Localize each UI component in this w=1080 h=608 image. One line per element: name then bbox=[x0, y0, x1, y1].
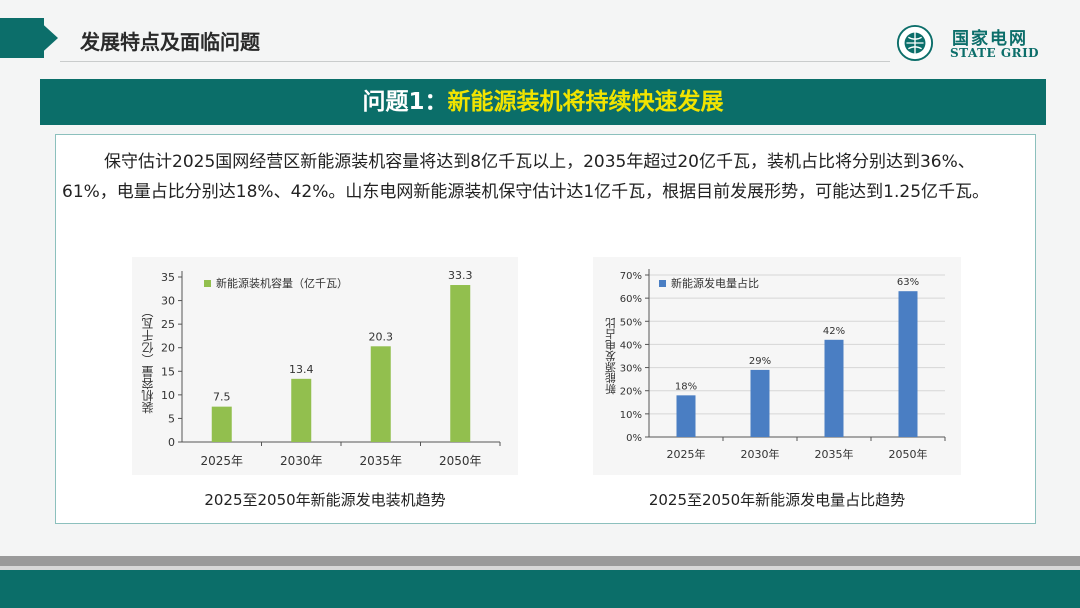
share-chart-caption: 2025至2050年新能源发电量占比趋势 bbox=[648, 491, 906, 509]
data-label: 29% bbox=[749, 356, 771, 367]
y-tick-label: 60% bbox=[620, 294, 642, 305]
x-tick-label: 2025年 bbox=[200, 454, 243, 468]
x-tick-label: 2025年 bbox=[667, 447, 706, 461]
bar bbox=[898, 291, 918, 437]
bar bbox=[824, 339, 844, 437]
footer-stripe-light bbox=[0, 566, 1080, 570]
bar bbox=[450, 285, 471, 442]
data-label: 18% bbox=[675, 381, 697, 392]
state-grid-globe-icon bbox=[896, 24, 934, 62]
y-tick-label: 30 bbox=[161, 295, 175, 308]
legend-swatch bbox=[204, 280, 211, 287]
y-tick-label: 0 bbox=[168, 436, 175, 449]
logo-name-cn: 国家电网 bbox=[952, 29, 1028, 49]
header-divider bbox=[60, 61, 890, 62]
y-tick-label: 10% bbox=[620, 410, 642, 421]
data-label: 13.4 bbox=[289, 363, 314, 376]
bar bbox=[291, 378, 312, 442]
x-tick-label: 2050年 bbox=[889, 447, 928, 461]
data-label: 42% bbox=[823, 326, 845, 337]
logo-name-en: STATE GRID bbox=[950, 46, 1040, 60]
capacity-bar-chart: 0 5 10 15 20 25 30 35 7.5 2025年 13.4 2030年 20.3 2035年… bbox=[132, 257, 518, 475]
y-tick-label: 20% bbox=[620, 387, 642, 398]
y-tick-label: 15 bbox=[161, 365, 175, 378]
data-label: 7.5 bbox=[213, 391, 231, 404]
y-tick-label: 50% bbox=[620, 317, 642, 328]
x-tick-label: 2035年 bbox=[815, 447, 854, 461]
page-title: 发展特点及面临问题 bbox=[80, 30, 260, 54]
y-tick-label: 25 bbox=[161, 318, 175, 331]
share-bar-chart: 0% 10% 20% 30% 40% 50% 60% 70% 18% 2025年 29% 2030年 4… bbox=[593, 257, 961, 475]
y-tick-label: 30% bbox=[620, 364, 642, 375]
data-label: 20.3 bbox=[369, 330, 394, 343]
legend-label: 新能源发电量占比 bbox=[671, 276, 759, 290]
summary-paragraph: 保守估计2025国网经营区新能源装机容量将达到8亿千瓦以上，2035年超过20亿… bbox=[62, 152, 990, 202]
state-grid-logo: 国家电网 STATE GRID bbox=[896, 22, 1056, 66]
y-axis-title: 新能源发电占比 bbox=[605, 318, 618, 396]
banner-prefix: 问题1： bbox=[362, 89, 448, 115]
x-tick-label: 2035年 bbox=[359, 454, 402, 468]
x-tick-label: 2050年 bbox=[439, 454, 482, 468]
y-tick-label: 5 bbox=[168, 412, 175, 425]
banner-title: 新能源装机将持续快速发展 bbox=[447, 89, 724, 115]
y-tick-label: 20 bbox=[161, 342, 175, 355]
footer-bar bbox=[0, 570, 1080, 608]
bar bbox=[750, 369, 770, 437]
section-banner: 问题1：新能源装机将持续快速发展 bbox=[40, 79, 1046, 125]
capacity-chart-caption: 2025至2050年新能源发电装机趋势 bbox=[204, 491, 446, 509]
header-accent-chevron bbox=[36, 18, 58, 58]
legend-label: 新能源装机容量（亿千瓦） bbox=[216, 276, 348, 290]
y-tick-label: 0% bbox=[626, 433, 642, 444]
legend-swatch bbox=[659, 280, 666, 287]
y-tick-label: 35 bbox=[161, 271, 175, 284]
x-tick-label: 2030年 bbox=[280, 454, 323, 468]
y-axis-title: 装机容量（亿千瓦） bbox=[141, 306, 155, 414]
bar bbox=[370, 346, 391, 442]
y-tick-label: 10 bbox=[161, 389, 175, 402]
data-label: 33.3 bbox=[448, 269, 473, 282]
bar bbox=[211, 406, 232, 442]
y-tick-label: 40% bbox=[620, 340, 642, 351]
y-tick-label: 70% bbox=[620, 271, 642, 282]
data-label: 63% bbox=[897, 277, 919, 288]
content-box: 保守估计2025国网经营区新能源装机容量将达到8亿千瓦以上，2035年超过20亿… bbox=[55, 134, 1036, 524]
bar bbox=[676, 395, 696, 437]
banner-heading: 问题1：新能源装机将持续快速发展 bbox=[40, 79, 1046, 125]
footer-stripe bbox=[0, 556, 1080, 566]
x-tick-label: 2030年 bbox=[741, 447, 780, 461]
